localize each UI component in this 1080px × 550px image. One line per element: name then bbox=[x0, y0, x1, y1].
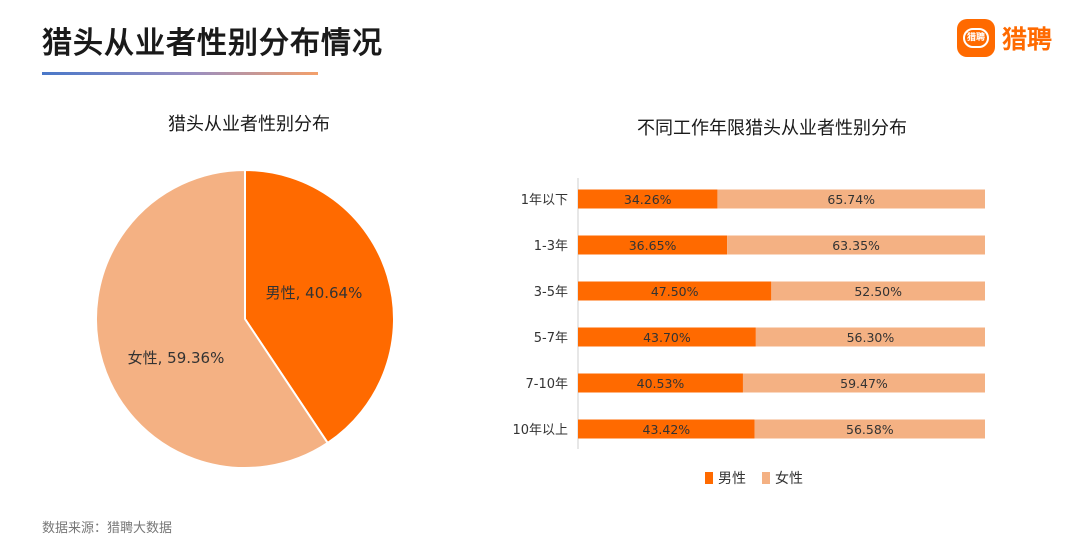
bar-segment-male bbox=[578, 281, 772, 301]
bar-category-label: 1-3年 bbox=[534, 239, 568, 254]
pie-slice-label: 女性, 59.36% bbox=[128, 349, 225, 367]
bar-category-label: 7-10年 bbox=[525, 377, 568, 392]
bar-data-label: 63.35% bbox=[832, 238, 880, 253]
bar-segment-female bbox=[727, 235, 985, 255]
bar-segment-female bbox=[742, 373, 985, 393]
bar-data-label: 40.53% bbox=[637, 376, 685, 391]
logo-bubble: 猎聘 bbox=[963, 28, 989, 48]
bar-data-label: 59.47% bbox=[840, 376, 888, 391]
bar-category-label: 1年以下 bbox=[521, 193, 568, 208]
logo-badge-icon: 猎聘 bbox=[957, 19, 995, 57]
bar-data-label: 52.50% bbox=[854, 284, 902, 299]
bar-data-label: 47.50% bbox=[651, 284, 699, 299]
legend-label: 男性 bbox=[718, 471, 746, 487]
bar-data-label: 56.58% bbox=[846, 422, 894, 437]
logo-text: 猎聘 bbox=[1002, 25, 1053, 54]
bar-data-label: 65.74% bbox=[827, 192, 875, 207]
legend-swatch-male bbox=[705, 472, 713, 484]
page-title: 猎头从业者性别分布情况 bbox=[42, 26, 383, 61]
bar-chart-title: 不同工作年限猎头从业者性别分布 bbox=[637, 118, 907, 139]
pie-chart-title: 猎头从业者性别分布 bbox=[168, 114, 330, 135]
title-underline bbox=[42, 72, 318, 75]
bar-data-label: 43.42% bbox=[643, 422, 691, 437]
bar-segment-male bbox=[578, 419, 755, 439]
legend-swatch-female bbox=[762, 472, 770, 484]
bar-category-label: 3-5年 bbox=[534, 285, 568, 300]
bar-segment-female bbox=[771, 281, 985, 301]
liepin-logo: 猎聘 猎聘 bbox=[957, 18, 1052, 58]
bar-data-label: 36.65% bbox=[629, 238, 677, 253]
data-source-note: 数据来源：猎聘大数据 bbox=[42, 521, 173, 536]
bar-category-label: 5-7年 bbox=[534, 331, 568, 346]
bar-category-label: 10年以上 bbox=[512, 423, 568, 438]
bar-segment-male bbox=[578, 189, 718, 209]
bar-segment-male bbox=[578, 327, 756, 347]
bar-data-label: 43.70% bbox=[643, 330, 691, 345]
bar-segment-male bbox=[578, 235, 728, 255]
bar-segment-female bbox=[754, 419, 985, 439]
bar-data-label: 34.26% bbox=[624, 192, 672, 207]
bar-segment-female bbox=[717, 189, 985, 209]
bar-segment-female bbox=[755, 327, 985, 347]
pie-slice-female bbox=[95, 168, 330, 469]
pie-slice-label: 男性, 40.64% bbox=[266, 284, 363, 302]
bar-data-label: 56.30% bbox=[847, 330, 895, 345]
bar-segment-male bbox=[578, 373, 743, 393]
legend-label: 女性 bbox=[775, 470, 803, 487]
